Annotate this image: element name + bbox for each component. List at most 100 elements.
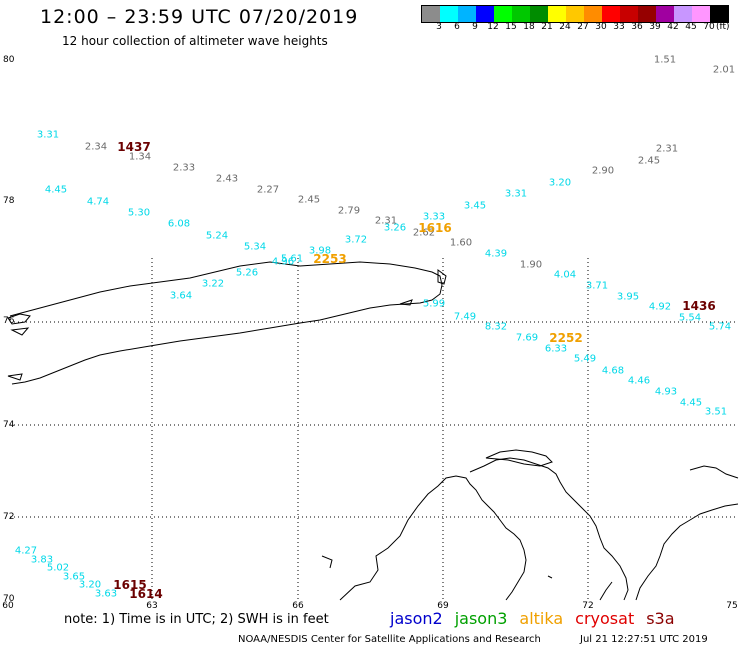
wave-height-value: 5.49 [573,353,597,365]
wave-height-value: 3.95 [616,291,640,303]
pass-time-label: 1615 [113,578,147,592]
wave-height-value: 2.45 [297,194,321,206]
latitude-label: 72 [3,512,15,522]
wave-height-value: 5.61 [280,253,304,265]
latitude-label: 76 [3,316,15,326]
longitude-label: 72 [582,601,594,611]
legend-swatch [692,6,710,22]
longitude-label: 63 [146,601,158,611]
wave-height-value: 2.31 [655,143,679,155]
pass-time-label: 1437 [117,140,151,154]
wave-height-value: 4.68 [601,365,625,377]
legend-label: 3 [436,22,442,32]
latitude-label: 78 [3,196,15,206]
footer-credit: NOAA/NESDIS Center for Satellite Applica… [238,634,541,645]
wave-height-value: 3.20 [548,177,572,189]
legend-label: 36 [631,22,643,32]
wave-height-value: 3.63 [94,588,118,600]
legend-swatch [710,6,728,22]
wave-height-value: 3.45 [463,200,487,212]
wave-height-value: 5.74 [708,321,732,333]
wave-height-value: 6.33 [544,343,568,355]
legend-swatch [512,6,530,22]
wave-height-value: 5.26 [235,267,259,279]
wave-height-value: 3.98 [308,245,332,257]
wave-height-value: 1.90 [519,259,543,271]
legend-label: 12 [487,22,499,32]
wave-height-value: 4.74 [86,196,110,208]
wave-height-value: 5.54 [678,312,702,324]
longitude-label: 69 [437,601,449,611]
wave-height-value: 3.22 [201,278,225,290]
legend-swatch [638,6,656,22]
wave-height-value: 2.45 [637,155,661,167]
wave-height-value: 3.31 [36,129,60,141]
wave-height-value: 2.31 [374,215,398,227]
wave-height-value: 3.31 [504,188,528,200]
wave-height-value: 1.60 [449,237,473,249]
wave-height-value: 4.27 [14,545,38,557]
page-title: 12:00 – 23:59 UTC 07/20/2019 [40,6,359,28]
legend-swatch [548,6,566,22]
longitude-label: 75 [726,601,738,611]
satellite-legend: jason2 jason3 altika cryosat s3a [390,609,687,628]
legend-swatch [566,6,584,22]
wave-height-value: 3.65 [62,571,86,583]
wave-height-value: 2.34 [84,141,108,153]
wave-height-value: 6.08 [167,218,191,230]
satellite-label-altika: altika [519,609,564,628]
wave-height-value: 3.64 [169,290,193,302]
legend-label: 33 [613,22,625,32]
wave-height-value: 1.51 [653,54,677,66]
wave-height-value: 4.92 [648,301,672,313]
legend-label: 39 [649,22,661,32]
wave-height-value: 5.30 [127,207,151,219]
pass-time-label: 2253 [313,252,347,266]
legend-label: 30 [595,22,607,32]
satellite-label-s3a: s3a [646,609,675,628]
pass-time-label: 1614 [129,587,163,601]
wave-height-value: 7.49 [453,311,477,323]
wave-height-value: 4.93 [654,386,678,398]
legend-label: 9 [472,22,478,32]
legend-label: 21 [541,22,553,32]
latitude-label: 80 [3,55,15,65]
wave-height-value: 4.45 [44,184,68,196]
latitude-label: 74 [3,420,15,430]
wave-height-value: 5.02 [46,562,70,574]
wave-height-value: 2.79 [337,205,361,217]
wave-height-value: 3.51 [704,406,728,418]
wave-height-value: 3.20 [78,579,102,591]
legend-swatch [584,6,602,22]
pass-time-label: 2252 [549,331,583,345]
wave-height-value: 3.83 [30,554,54,566]
longitude-label: 66 [292,601,304,611]
legend-label: 70 [703,22,715,32]
wave-height-value: 4.46 [627,375,651,387]
wave-height-value: 2.62 [412,227,436,239]
wave-height-value: 4.39 [484,248,508,260]
satellite-label-jason3: jason3 [454,609,508,628]
color-legend [421,5,729,23]
page-subtitle: 12 hour collection of altimeter wave hei… [62,34,328,48]
coastline [7,261,739,601]
legend-swatch [656,6,674,22]
legend-swatch [494,6,512,22]
legend-label: 15 [505,22,517,32]
legend-swatch [602,6,620,22]
wave-height-value: 3.26 [383,222,407,234]
legend-labels: 3 6 9 12 15 18 21 24 27 30 33 36 39 42 45 70 [421,22,727,34]
pass-time-label: 1436 [682,299,716,313]
wave-height-value: 2.43 [215,173,239,185]
wave-height-value: 5.99 [422,298,446,310]
latitude-label: 70 [3,594,15,604]
satellite-label-jason2: jason2 [390,609,443,628]
pass-time-label: 1616 [418,221,452,235]
wave-height-value: 2.27 [256,184,280,196]
wave-height-value: 2.33 [172,162,196,174]
wave-height-value: 5.24 [205,230,229,242]
wave-height-value: 5.34 [243,241,267,253]
wave-height-value: 4.96 [271,256,295,268]
legend-swatch [530,6,548,22]
